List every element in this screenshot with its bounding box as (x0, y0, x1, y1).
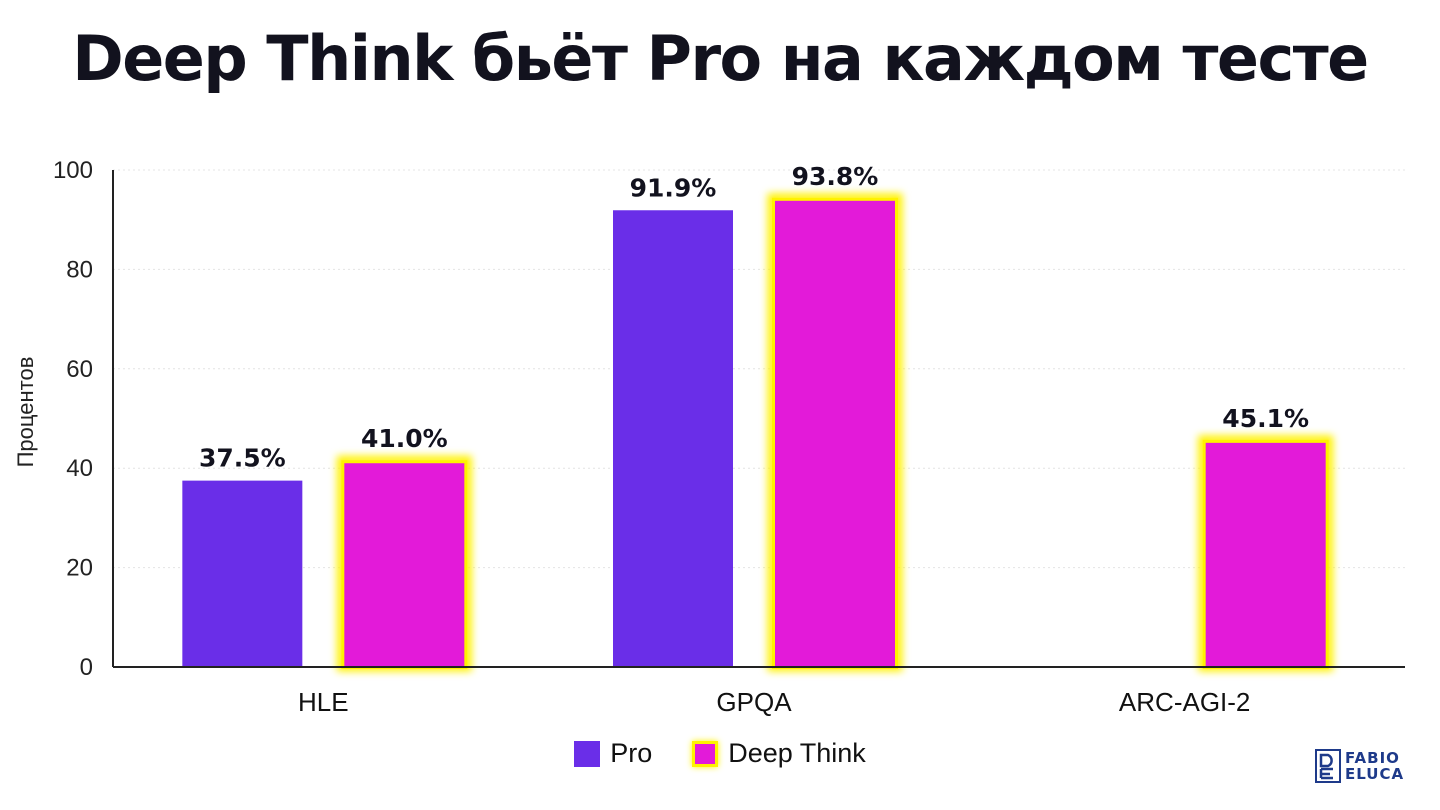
legend-label-pro: Pro (610, 738, 653, 768)
fabio-eluca-logo: FABIO ELUCA (1315, 749, 1404, 783)
logo-line-1: FABIO (1345, 749, 1400, 767)
bar-pro (182, 480, 303, 667)
data-label: 91.9% (630, 173, 717, 202)
data-label: 45.1% (1222, 404, 1309, 433)
x-category-label: HLE (298, 687, 349, 717)
y-tick-label: 100 (53, 157, 93, 184)
legend-swatch-deep-think (692, 740, 719, 767)
bar-deep-think (1205, 442, 1326, 667)
data-label: 37.5% (199, 444, 286, 473)
legend-item-pro: Pro (574, 738, 652, 769)
data-label: 41.0% (361, 424, 448, 453)
legend-swatch-pro (574, 740, 601, 767)
data-label: 93.8% (792, 162, 879, 191)
logo-mark-icon (1315, 749, 1341, 783)
y-tick-label: 60 (66, 356, 93, 383)
legend-label-deep-think: Deep Think (728, 738, 866, 768)
legend: Pro Deep Think (0, 738, 1440, 769)
legend-item-deep-think: Deep Think (692, 738, 866, 769)
y-tick-label: 80 (66, 256, 93, 283)
chart-title: Deep Think бьёт Pro на каждом тесте (72, 22, 1369, 95)
logo-line-2: ELUCA (1345, 765, 1405, 783)
bar-deep-think (344, 463, 465, 667)
x-category-label: GPQA (716, 687, 792, 717)
bar-deep-think (775, 200, 895, 667)
y-tick-label: 20 (66, 555, 93, 582)
y-axis-title: Процентов (13, 357, 38, 468)
y-tick-label: 0 (80, 654, 93, 681)
logo-text: FABIO ELUCA (1345, 750, 1404, 782)
x-category-label: ARC-AGI-2 (1119, 687, 1250, 717)
bar-pro (613, 210, 733, 667)
y-tick-label: 40 (66, 455, 93, 482)
